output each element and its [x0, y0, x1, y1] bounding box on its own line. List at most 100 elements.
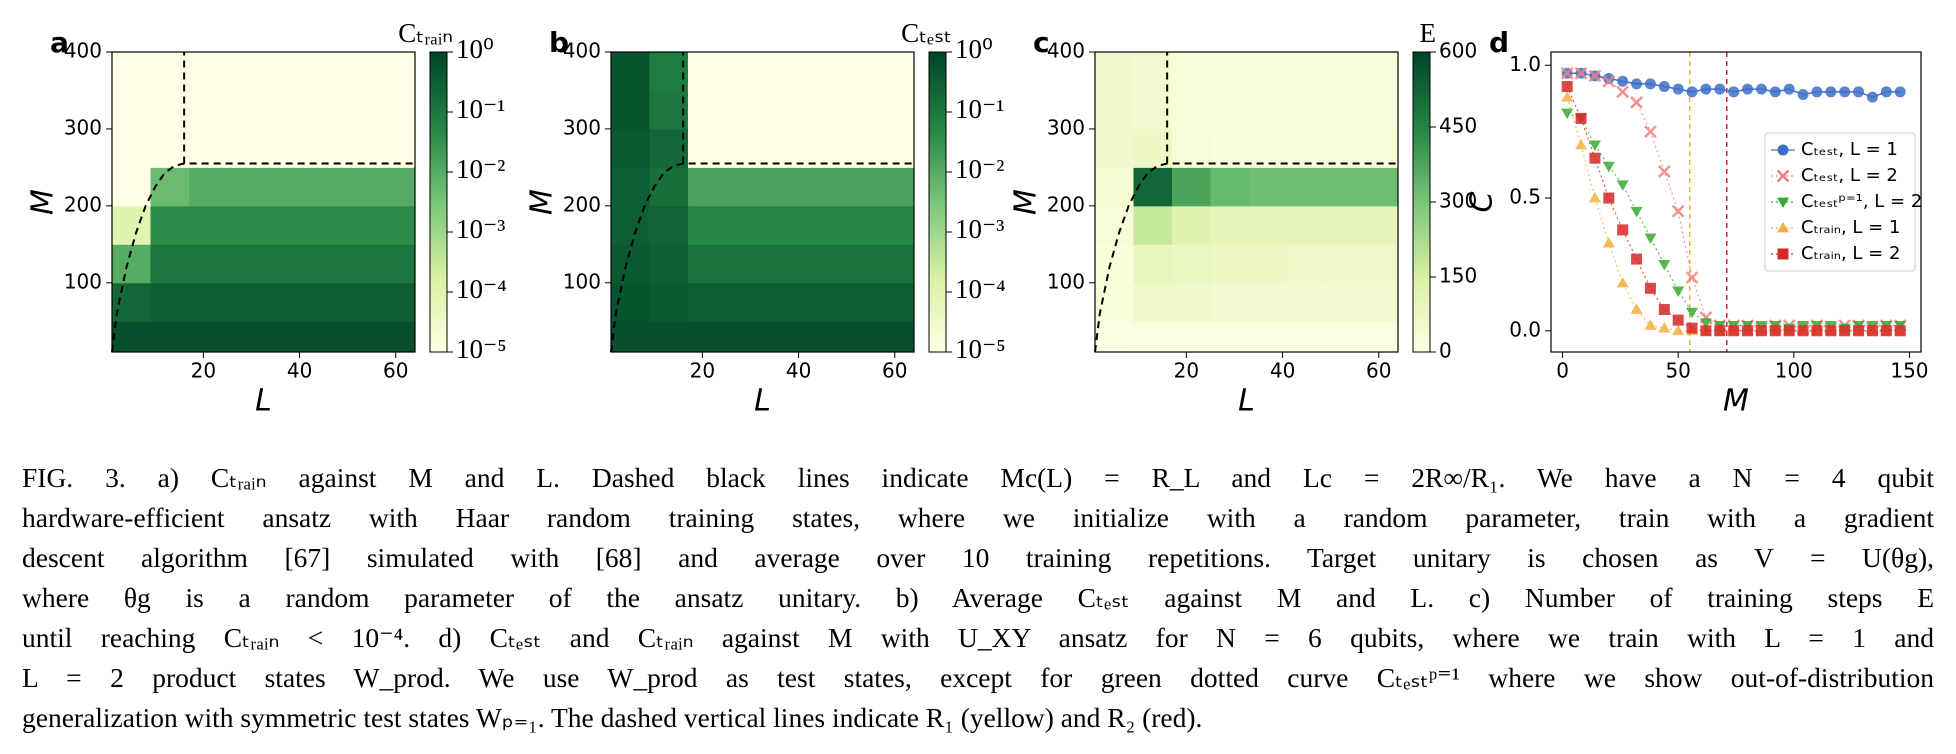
heatmap-cell [1325, 52, 1365, 91]
y-tick-label: 300 [64, 115, 102, 139]
data-point [1630, 96, 1643, 109]
data-point [1853, 325, 1865, 337]
heatmap-cell [1095, 282, 1134, 322]
colorbar-tick-label: 10⁻¹ [456, 94, 505, 124]
heatmap-cell [1210, 128, 1250, 168]
heatmap-cell [112, 205, 151, 245]
data-point [1561, 108, 1574, 120]
data-point [1742, 83, 1754, 95]
heatmap-cell [649, 282, 689, 322]
colorbar-tick-label: 300 [1439, 189, 1477, 213]
data-point [1588, 69, 1602, 83]
y-tick-label: 1.0 [1509, 52, 1541, 76]
colorbar [1412, 51, 1431, 353]
caption-line: generalization with symmetric test state… [22, 702, 1203, 733]
heatmap-cell [611, 205, 650, 245]
heatmap-cell [1210, 167, 1250, 207]
heatmap-cell [841, 128, 881, 168]
data-point [1630, 206, 1643, 218]
data-point [1866, 91, 1878, 103]
y-tick-label: 100 [563, 269, 601, 293]
heatmap-cell [112, 90, 151, 130]
data-point [1602, 74, 1616, 88]
colorbar-tick-label: 10⁻² [955, 154, 1004, 184]
legend-label: Cₜᵣₐᵢₙ, L = 1 [1801, 217, 1900, 238]
heatmap-cell [227, 282, 267, 322]
heatmap-cell [1325, 167, 1365, 207]
heatmap-cell [188, 167, 228, 207]
heatmap-cell [880, 90, 915, 130]
y-axis-label: M [1009, 189, 1044, 215]
data-point [1686, 86, 1698, 98]
heatmap-cell [1095, 244, 1134, 284]
heatmap-cell [880, 52, 915, 91]
heatmap-cell [803, 167, 843, 207]
heatmap-cell [1287, 167, 1327, 207]
axes-frame [610, 51, 915, 353]
heatmap-cell [150, 52, 190, 91]
colorbar-label: E [1420, 18, 1437, 48]
data-point [1671, 204, 1685, 218]
caption: FIG. 3. a) Cₜᵣₐᵢₙ against M and L. Dashe… [22, 458, 1934, 738]
heatmap-cell [880, 205, 915, 245]
heatmap-cell [1325, 321, 1365, 353]
heatmap-cell [841, 282, 881, 322]
heatmap-cell [150, 244, 190, 284]
caption-line: L = 2 product states W_prod. We use W_pr… [22, 662, 1934, 693]
heatmap-cell [304, 205, 344, 245]
data-point [1714, 83, 1726, 95]
legend-label: Cₜₑₛₜ, L = 2 [1801, 165, 1898, 186]
heatmap-cell [188, 205, 228, 245]
heatmap-cell [726, 205, 766, 245]
data-point [1657, 165, 1671, 178]
data-point [1866, 325, 1878, 337]
heatmap-cell [1133, 128, 1173, 168]
heatmap-cell [1248, 321, 1288, 353]
y-tick-label: 200 [563, 192, 601, 216]
heatmap-cell [227, 167, 267, 207]
heatmap-cell [611, 90, 650, 130]
legend-marker [1776, 197, 1790, 209]
colorbar-tick-label: 10⁻⁵ [955, 334, 1006, 364]
x-axis-label: L [255, 384, 272, 419]
data-point [1728, 86, 1740, 98]
heatmap-cell [1133, 167, 1173, 207]
heatmap-cell [841, 321, 881, 353]
x-tick-label: 20 [191, 359, 216, 383]
x-tick-label: 0 [1556, 359, 1569, 383]
heatmap-cell [1248, 167, 1288, 207]
heatmap-cell [1210, 321, 1250, 353]
y-tick-label: 300 [563, 115, 601, 139]
heatmap-cell [1133, 90, 1173, 130]
legend-marker [1776, 169, 1790, 183]
caption-line: until reaching Cₜᵣₐᵢₙ < 10⁻⁴. d) Cₜₑₛₜ a… [22, 622, 1934, 653]
panel-letter: a [50, 26, 69, 59]
heatmap-cell [150, 321, 190, 353]
data-point [1631, 78, 1643, 90]
heatmap-cell [1364, 167, 1399, 207]
heatmap-cell [1133, 244, 1173, 284]
heatmap-cell [381, 52, 416, 91]
heatmap-cell [841, 167, 881, 207]
caption-line: hardware-efficient ansatz with Haar rand… [22, 502, 1934, 533]
data-point [1616, 276, 1629, 288]
heatmap-cell [112, 321, 151, 353]
heatmap-cell [304, 282, 344, 322]
data-point [1686, 322, 1698, 334]
heatmap-cell [112, 52, 151, 91]
heatmap-cell [726, 244, 766, 284]
data-point [1783, 83, 1795, 95]
data-point [1560, 66, 1574, 80]
y-axis-label: C [1465, 191, 1500, 212]
x-tick-label: 150 [1890, 359, 1928, 383]
heatmap-cell [150, 90, 190, 130]
colorbar-label: Cₜₑₛₜ [901, 18, 952, 48]
heatmap-cell [726, 90, 766, 130]
heatmap-cell [150, 128, 190, 168]
heatmap-cell [803, 205, 843, 245]
data-point [1602, 237, 1615, 248]
x-tick-label: 100 [1775, 359, 1813, 383]
heatmap-cell [649, 128, 689, 168]
legend-box [1764, 132, 1916, 272]
heatmap-cell [1171, 321, 1211, 353]
